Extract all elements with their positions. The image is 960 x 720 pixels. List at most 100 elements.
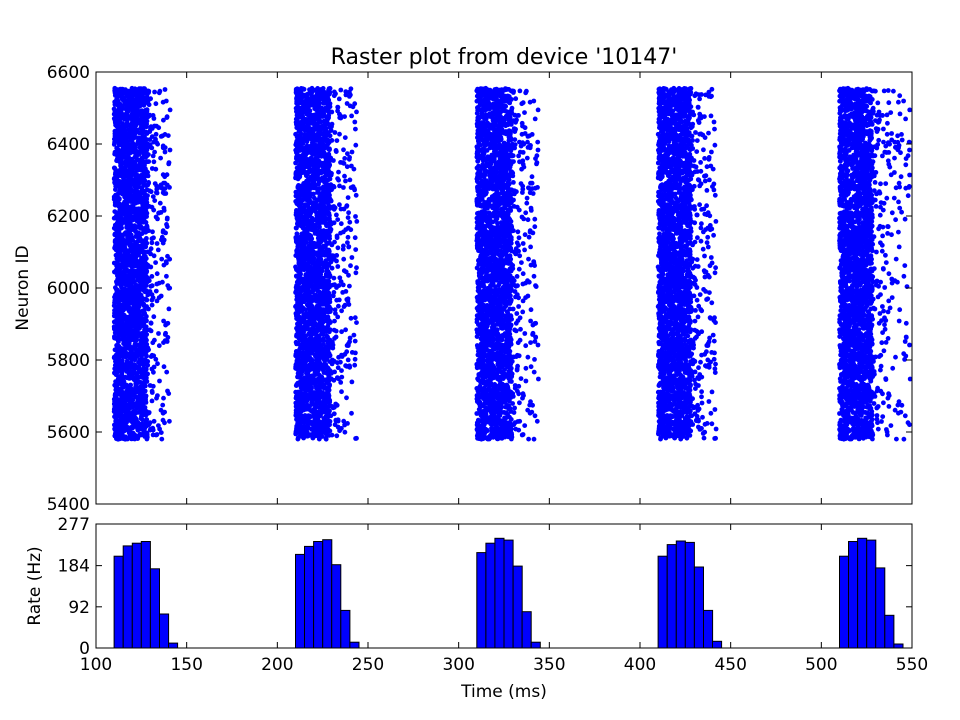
spike-point — [119, 369, 125, 374]
spike-point — [123, 291, 128, 297]
spike-point — [133, 102, 139, 107]
spike-point — [148, 96, 154, 102]
spike-point — [127, 101, 133, 107]
spike-point — [119, 430, 124, 436]
spike-point — [129, 387, 135, 392]
spike-point — [129, 296, 135, 302]
spike-point — [135, 224, 140, 230]
spike-point — [297, 128, 303, 133]
spike-point — [151, 253, 157, 259]
spike-point — [308, 174, 314, 180]
spike-point — [305, 128, 311, 134]
spike-point — [144, 137, 150, 143]
spike-point — [167, 418, 172, 424]
spike-point — [124, 250, 130, 255]
spike-point — [304, 111, 310, 117]
spike-point — [164, 114, 170, 120]
spike-point — [295, 93, 300, 99]
raster-title: Raster plot from device '10147' — [331, 45, 678, 70]
spike-point — [163, 191, 169, 196]
spike-point — [128, 125, 133, 130]
spike-point — [126, 375, 132, 380]
spike-point — [294, 423, 300, 429]
spike-point — [128, 382, 134, 388]
spike-point — [161, 117, 166, 123]
spike-point — [140, 382, 146, 388]
spike-point — [129, 317, 135, 323]
spike-point — [128, 213, 133, 219]
spike-point — [300, 121, 306, 127]
spike-point — [125, 402, 131, 408]
spike-point — [313, 209, 318, 215]
spike-point — [144, 432, 150, 438]
spike-point — [157, 200, 163, 206]
spike-point — [133, 262, 139, 268]
spike-point — [295, 436, 301, 442]
spike-point — [132, 357, 138, 363]
spike-point — [297, 174, 303, 180]
spike-point — [148, 320, 154, 326]
spike-point — [320, 319, 326, 325]
spike-point — [124, 141, 129, 147]
spike-point — [152, 181, 158, 187]
spike-point — [130, 333, 136, 338]
spike-point — [321, 288, 327, 294]
spike-point — [305, 193, 311, 199]
spike-point — [155, 247, 161, 253]
spike-point — [306, 425, 311, 431]
spike-point — [118, 208, 124, 214]
spike-point — [314, 273, 320, 279]
spike-point — [153, 101, 159, 107]
spike-point — [147, 249, 152, 255]
spike-point — [141, 321, 147, 326]
spike-point — [131, 146, 137, 151]
spike-point — [302, 240, 307, 246]
spike-point — [116, 436, 121, 442]
spike-point — [304, 124, 310, 130]
spike-point — [165, 335, 171, 340]
spike-point — [313, 345, 318, 351]
spike-point — [121, 379, 127, 384]
spike-point — [317, 383, 323, 389]
spike-point — [294, 123, 300, 129]
spike-point — [126, 342, 132, 347]
spike-point — [119, 374, 125, 380]
spike-point — [166, 161, 172, 167]
spike-point — [153, 288, 159, 294]
spike-point — [146, 180, 152, 185]
spike-point — [148, 126, 153, 132]
spike-point — [319, 346, 324, 351]
spike-point — [325, 191, 331, 197]
spike-point — [149, 292, 155, 297]
spike-point — [298, 345, 303, 351]
spike-point — [127, 434, 133, 440]
spike-point — [305, 302, 311, 308]
spike-point — [131, 351, 137, 357]
spike-point — [297, 216, 302, 222]
spike-point — [137, 276, 143, 282]
spike-point — [143, 393, 149, 399]
spike-point — [114, 123, 119, 129]
spike-point — [121, 113, 127, 119]
spike-point — [161, 180, 166, 186]
spike-point — [323, 164, 328, 169]
spike-point — [293, 190, 299, 195]
spike-point — [114, 184, 119, 190]
spike-point — [297, 373, 303, 379]
spike-point — [320, 308, 325, 313]
spike-point — [303, 391, 308, 396]
spike-point — [154, 190, 159, 195]
spike-point — [300, 246, 306, 252]
spike-point — [157, 378, 162, 384]
spike-point — [116, 196, 122, 202]
spike-point — [127, 196, 133, 202]
spike-point — [301, 280, 306, 286]
spike-point — [135, 404, 140, 410]
spike-point — [314, 186, 319, 191]
spike-point — [293, 364, 299, 370]
spike-point — [304, 395, 309, 400]
spike-point — [152, 149, 158, 155]
spike-point — [149, 398, 155, 404]
spike-point — [303, 255, 309, 261]
